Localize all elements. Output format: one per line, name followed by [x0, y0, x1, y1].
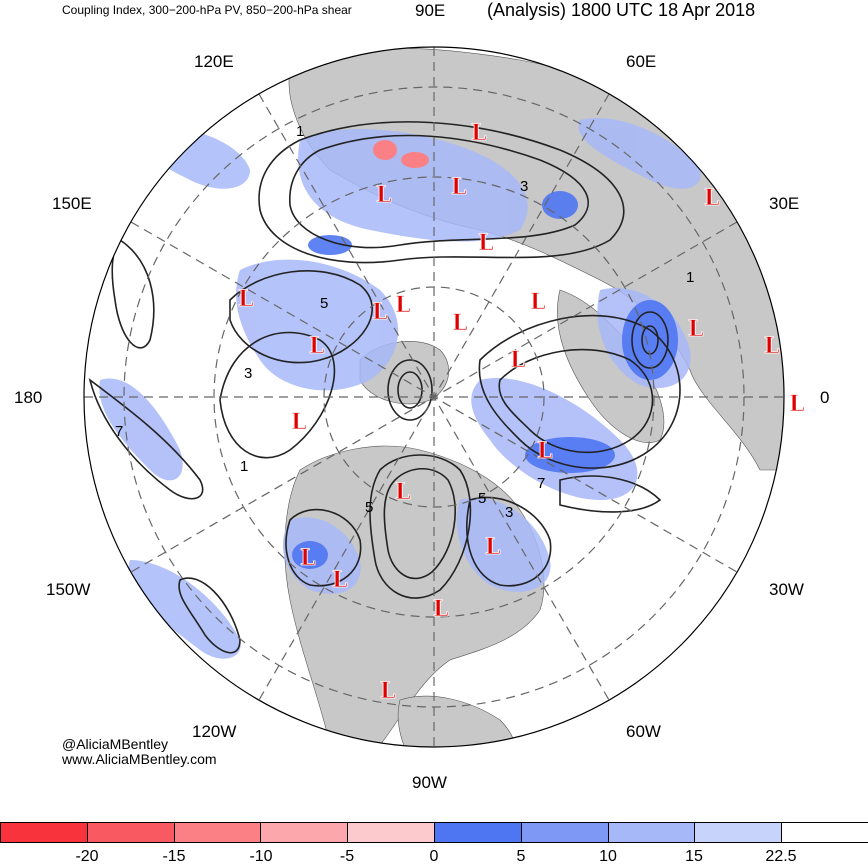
polar-map: 1 3 5 7 1 3 5 1 3 5 7 L L L L L L L L L …: [83, 46, 805, 748]
colorbar-tick: 22.5: [765, 848, 797, 865]
low-marker: L: [238, 286, 253, 312]
low-marker: L: [380, 678, 395, 704]
credit-website: www.AliciaMBentley.com: [62, 751, 217, 767]
colorbar-swatch: [694, 822, 783, 843]
low-marker: L: [688, 316, 703, 342]
colorbar-swatch: [173, 822, 262, 843]
contour-label: 1: [240, 458, 248, 475]
lon-label-120w: 120W: [192, 722, 237, 741]
negative-shading: [373, 140, 429, 168]
low-marker: L: [372, 299, 387, 325]
low-marker: L: [300, 545, 315, 571]
credit-handle: @AliciaMBentley: [62, 736, 169, 752]
low-markers: L L L L L L L L L L L L L L L L L L L L …: [238, 120, 805, 705]
contour-label: 7: [115, 423, 123, 440]
low-marker: L: [395, 479, 410, 505]
contour-label: 1: [686, 269, 694, 286]
low-marker: L: [395, 292, 410, 318]
lon-label-180: 180: [14, 388, 43, 407]
colorbar-swatch: [607, 822, 696, 843]
graticule: [84, 47, 784, 747]
colorbar-swatch: [260, 822, 349, 843]
contour-label: 3: [244, 365, 252, 382]
lon-label-0: 0: [820, 388, 830, 407]
colorbar-tick: 10: [599, 848, 617, 865]
contour-label: 7: [537, 475, 545, 492]
valid-time: (Analysis) 1800 UTC 18 Apr 2018: [487, 0, 756, 20]
colorbar-tick: 0: [429, 848, 439, 865]
low-marker: L: [471, 120, 486, 146]
lon-label-150e: 150E: [52, 194, 92, 213]
colorbar-tick: -20: [75, 848, 99, 865]
low-marker: L: [451, 174, 466, 200]
lon-label-30w: 30W: [769, 580, 804, 599]
low-marker: L: [309, 333, 324, 359]
lon-label-60e: 60E: [626, 52, 657, 71]
pv-contours: [88, 121, 681, 654]
colorbar-swatch: [86, 822, 175, 843]
low-marker: L: [485, 534, 500, 560]
low-marker: L: [452, 310, 467, 336]
low-marker: L: [332, 567, 347, 593]
colorbar-tick: 15: [685, 848, 703, 865]
low-marker: L: [530, 289, 545, 315]
low-marker: L: [789, 391, 804, 417]
colorbar-tick: 5: [516, 848, 526, 865]
contour-label-group: 1 3 5 7 1 3 5 1 3 5 7: [115, 123, 694, 521]
contour-label: 5: [320, 295, 328, 312]
lon-label-90w: 90W: [412, 773, 447, 792]
colorbar-swatch: [434, 822, 522, 843]
low-marker: L: [376, 182, 391, 208]
lon-label-120e: 120E: [194, 52, 234, 71]
colorbar-swatch: [781, 822, 868, 843]
colorbar-tick: -10: [249, 848, 273, 865]
low-marker: L: [764, 333, 779, 359]
map-disk: [84, 47, 784, 747]
contour-label: 5: [365, 499, 373, 516]
colorbar: [0, 822, 868, 844]
contour-label: 3: [505, 504, 513, 521]
colorbar-swatch: [0, 822, 88, 843]
colorbar-tick: -5: [339, 848, 355, 865]
low-marker: L: [510, 347, 525, 373]
product-title: Coupling Index, 300−200-hPa PV, 850−200-…: [62, 3, 352, 17]
contour-label: 3: [520, 178, 528, 195]
low-marker: L: [433, 596, 448, 622]
low-marker: L: [537, 438, 552, 464]
colorbar-tick: -15: [162, 848, 186, 865]
lon-label-90e: 90E: [415, 1, 446, 20]
map-border: [83, 46, 785, 748]
lon-label-150w: 150W: [46, 580, 91, 599]
colorbar-swatch: [520, 822, 609, 843]
colorbar-swatch: [347, 822, 435, 843]
strong-shading: [292, 191, 678, 569]
low-marker: L: [291, 409, 306, 435]
lon-label-30e: 30E: [769, 194, 800, 213]
contour-label: 5: [478, 490, 486, 507]
low-marker: L: [478, 230, 493, 256]
lon-label-60w: 60W: [626, 722, 661, 741]
contour-label: 1: [296, 123, 304, 140]
low-marker: L: [704, 185, 719, 211]
